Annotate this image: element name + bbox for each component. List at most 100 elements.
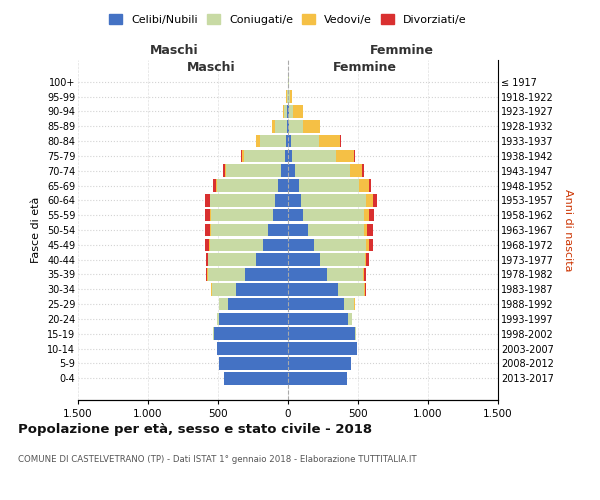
Bar xyxy=(288,342,356,355)
Bar xyxy=(288,150,292,162)
Bar xyxy=(301,194,366,206)
Bar xyxy=(288,357,351,370)
Bar xyxy=(288,209,304,222)
Bar xyxy=(272,120,275,132)
Bar xyxy=(217,342,288,355)
Bar xyxy=(211,209,272,222)
Bar xyxy=(289,90,290,103)
Bar xyxy=(225,164,226,177)
Bar xyxy=(288,120,289,132)
Bar xyxy=(213,179,216,192)
Bar xyxy=(354,150,355,162)
Bar xyxy=(286,135,288,147)
Bar xyxy=(368,179,371,192)
Bar xyxy=(340,135,341,147)
Bar xyxy=(284,105,287,118)
Bar xyxy=(288,194,301,206)
Bar xyxy=(256,254,288,266)
Text: Femmine: Femmine xyxy=(333,62,397,74)
Bar xyxy=(308,224,364,236)
Bar xyxy=(288,238,314,251)
Bar xyxy=(236,283,288,296)
Bar xyxy=(272,209,288,222)
Bar xyxy=(304,120,320,132)
Bar xyxy=(288,312,348,325)
Text: COMUNE DI CASTELVETRANO (TP) - Dati ISTAT 1° gennaio 2018 - Elaborazione TUTTITA: COMUNE DI CASTELVETRANO (TP) - Dati ISTA… xyxy=(18,456,416,464)
Bar xyxy=(208,268,245,281)
Bar xyxy=(208,254,256,266)
Bar xyxy=(289,120,304,132)
Bar xyxy=(304,209,364,222)
Bar xyxy=(284,150,288,162)
Bar xyxy=(335,150,354,162)
Bar xyxy=(220,357,288,370)
Bar xyxy=(289,105,293,118)
Bar xyxy=(319,135,340,147)
Bar xyxy=(368,209,374,222)
Bar xyxy=(373,194,377,206)
Bar xyxy=(224,372,288,384)
Bar xyxy=(288,298,344,310)
Bar xyxy=(362,164,364,177)
Bar xyxy=(205,238,209,251)
Bar xyxy=(212,283,236,296)
Bar xyxy=(277,179,288,192)
Bar xyxy=(291,135,319,147)
Legend: Celibi/Nubili, Coniugati/e, Vedovi/e, Divorziati/e: Celibi/Nubili, Coniugati/e, Vedovi/e, Di… xyxy=(106,10,470,28)
Text: Maschi: Maschi xyxy=(187,62,235,74)
Bar xyxy=(367,224,373,236)
Bar xyxy=(288,164,295,177)
Bar xyxy=(338,283,364,296)
Bar xyxy=(206,254,208,266)
Bar xyxy=(245,268,288,281)
Bar xyxy=(366,194,373,206)
Bar xyxy=(367,254,368,266)
Bar xyxy=(354,298,355,310)
Bar xyxy=(205,194,209,206)
Bar xyxy=(364,268,366,281)
Bar xyxy=(364,283,365,296)
Bar xyxy=(214,328,288,340)
Bar xyxy=(242,150,244,162)
Bar xyxy=(216,179,217,192)
Bar xyxy=(218,298,220,310)
Bar xyxy=(299,179,359,192)
Bar xyxy=(365,283,366,296)
Bar xyxy=(359,179,368,192)
Bar xyxy=(290,90,292,103)
Bar xyxy=(288,283,338,296)
Bar xyxy=(256,135,260,147)
Text: Femmine: Femmine xyxy=(370,44,434,57)
Bar xyxy=(206,268,207,281)
Bar xyxy=(263,238,288,251)
Bar xyxy=(344,298,354,310)
Bar xyxy=(223,164,225,177)
Bar xyxy=(350,164,362,177)
Bar xyxy=(241,150,242,162)
Bar xyxy=(364,224,367,236)
Bar xyxy=(226,164,281,177)
Bar xyxy=(220,298,228,310)
Bar xyxy=(355,328,356,340)
Bar xyxy=(209,238,263,251)
Bar xyxy=(288,328,355,340)
Bar xyxy=(210,194,275,206)
Bar xyxy=(288,179,299,192)
Bar xyxy=(288,224,308,236)
Bar xyxy=(314,238,366,251)
Bar xyxy=(320,254,365,266)
Bar xyxy=(288,105,289,118)
Bar xyxy=(288,135,291,147)
Bar xyxy=(228,298,288,310)
Bar xyxy=(348,312,352,325)
Bar xyxy=(292,150,335,162)
Text: Popolazione per età, sesso e stato civile - 2018: Popolazione per età, sesso e stato civil… xyxy=(18,422,372,436)
Bar xyxy=(213,328,214,340)
Y-axis label: Anni di nascita: Anni di nascita xyxy=(563,188,573,271)
Bar xyxy=(293,105,303,118)
Bar xyxy=(211,224,268,236)
Bar xyxy=(260,135,286,147)
Bar xyxy=(287,90,288,103)
Bar xyxy=(268,224,288,236)
Bar xyxy=(283,105,284,118)
